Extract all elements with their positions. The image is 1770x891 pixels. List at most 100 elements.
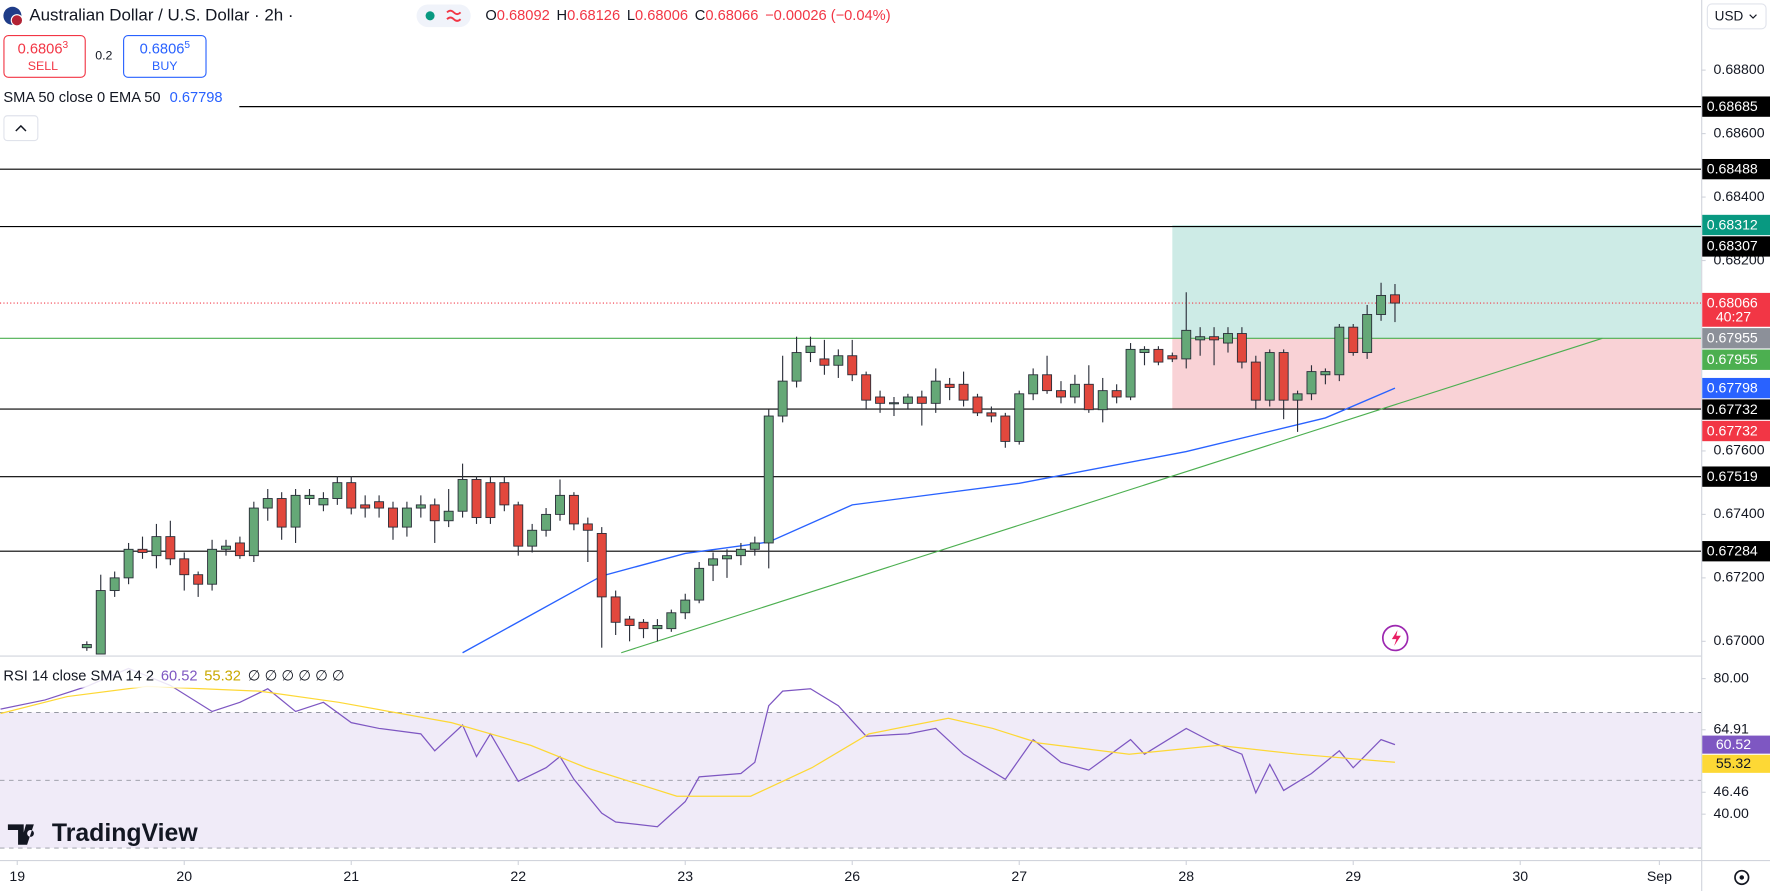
currency-selector[interactable]: [1706, 3, 1767, 30]
price-label-box: [1702, 420, 1770, 442]
candle-body: [1069, 383, 1080, 398]
candle: [1167, 352, 1178, 363]
trend-line: [621, 337, 1603, 654]
settings-icon[interactable]: [1739, 875, 1745, 880]
candle-body: [541, 513, 552, 531]
candle-body: [1348, 326, 1359, 354]
candle: [290, 489, 301, 543]
sell-price-pip[interactable]: 3: [62, 40, 68, 51]
candle-body: [861, 374, 872, 401]
candle-body: [847, 355, 858, 376]
sell-button[interactable]: [3, 35, 86, 78]
sell-label[interactable]: SELL: [28, 59, 58, 73]
candle: [541, 508, 552, 537]
rsi-pane: [0, 667, 1702, 849]
sell-price-main[interactable]: 0.6806: [18, 42, 63, 58]
candle-body: [499, 482, 510, 506]
y-tick-label: 46.46: [1714, 783, 1749, 799]
price-label: 0.67798: [1707, 379, 1758, 395]
candle-body: [1250, 361, 1261, 401]
candle-body: [875, 396, 886, 404]
candle: [151, 523, 162, 569]
candle-body: [1278, 352, 1289, 401]
logo-text: TradingView: [52, 820, 198, 847]
price-label: 0.68312: [1707, 216, 1758, 232]
buy-label[interactable]: BUY: [152, 59, 178, 73]
candle-body: [1236, 333, 1247, 363]
collapse-button[interactable]: [3, 115, 39, 142]
x-tick-label: 22: [510, 868, 526, 884]
candle: [1042, 355, 1053, 394]
collapse-icon[interactable]: [15, 124, 27, 132]
y-tick-label: 40.00: [1714, 805, 1749, 821]
candle: [1250, 355, 1261, 410]
candle: [165, 520, 176, 566]
candle-body: [276, 498, 287, 528]
indicator-value: 0.67798: [170, 90, 223, 106]
settings-icon[interactable]: [1734, 869, 1750, 886]
price-label-box: [1702, 292, 1770, 327]
price-label: 0.67519: [1707, 468, 1758, 484]
candle-body: [1209, 336, 1220, 341]
candle-body: [666, 612, 677, 630]
ohlc-prefix: L: [627, 8, 635, 24]
candle-body: [944, 383, 955, 388]
buy-price-main[interactable]: 0.6806: [140, 42, 185, 58]
candle-body: [304, 494, 315, 499]
currency-label[interactable]: USD: [1715, 9, 1744, 24]
candle: [986, 406, 997, 423]
candle-body: [457, 479, 468, 512]
candle-body: [916, 396, 927, 404]
candle: [1028, 368, 1039, 401]
candle: [1125, 343, 1136, 401]
ohlc-value: 0.68092: [497, 8, 550, 24]
ohlc-prefix: O: [485, 8, 496, 24]
candle-body: [221, 545, 231, 550]
candle: [1195, 327, 1206, 356]
price-label: 0.67732: [1707, 401, 1758, 417]
buy-button[interactable]: [123, 35, 207, 78]
sell-price[interactable]: 0.68063: [18, 40, 69, 58]
candle: [972, 393, 983, 417]
x-tick-label: 29: [1345, 868, 1361, 884]
candle-body: [889, 402, 899, 405]
candle-body: [1390, 294, 1400, 304]
candle-body: [151, 536, 162, 557]
candle-body: [374, 501, 385, 509]
candle-body: [624, 618, 635, 626]
candle: [332, 476, 343, 505]
price-label-box: [1702, 158, 1770, 180]
candle: [735, 542, 746, 566]
candle-body: [1139, 348, 1150, 354]
candle: [109, 571, 120, 597]
alert-icon-bolt[interactable]: [1391, 630, 1401, 646]
candle: [221, 539, 231, 556]
candle-body: [972, 396, 983, 414]
candle-body: [833, 355, 844, 366]
buy-price[interactable]: 0.68065: [140, 40, 191, 58]
y-tick-label: 0.67600: [1714, 442, 1765, 458]
candle-body: [193, 574, 204, 585]
candle: [582, 517, 593, 563]
y-tick-label: 0.68400: [1714, 188, 1765, 204]
candle: [680, 593, 691, 620]
candle-body: [123, 548, 134, 579]
candle-body: [1292, 393, 1303, 401]
currency-caret[interactable]: [1749, 14, 1757, 19]
candle: [944, 377, 955, 401]
status-icon: [446, 9, 462, 22]
candle-body: [1125, 348, 1136, 398]
candle: [1153, 346, 1164, 366]
candle: [930, 368, 941, 413]
candle: [652, 619, 663, 642]
candle: [276, 492, 287, 540]
candle-body: [415, 504, 426, 509]
candle: [193, 571, 204, 597]
buy-price-pip[interactable]: 5: [184, 40, 190, 51]
candle: [95, 574, 106, 655]
axes: 19 20 21 22 23 26 27 28 29 30 Sep 0.68800 0.68600 0.6…: [9, 61, 1770, 884]
candle: [513, 501, 524, 556]
candle-body: [708, 558, 719, 566]
price-label-box: [1702, 541, 1770, 562]
candle: [1000, 412, 1011, 448]
